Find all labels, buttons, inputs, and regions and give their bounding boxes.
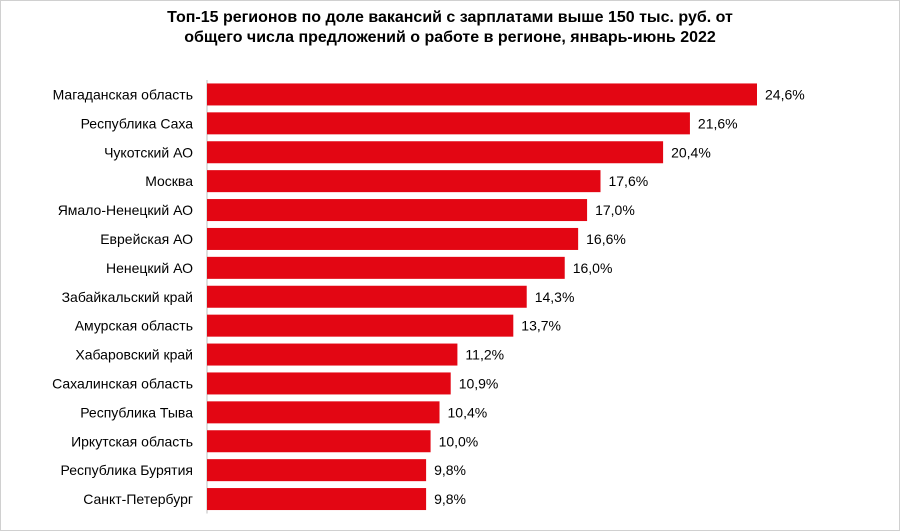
category-label-1: Магаданская область <box>53 86 193 102</box>
chart-title-line-1: Топ-15 регионов по доле вакансий с зарпл… <box>167 9 733 26</box>
bar-7 <box>207 256 565 279</box>
category-label-11: Сахалинская область <box>52 375 193 391</box>
bar-14 <box>207 459 427 482</box>
bar-12 <box>207 401 440 424</box>
bar-11 <box>207 372 451 395</box>
bar-5 <box>207 199 588 222</box>
value-label-4: 17,6% <box>608 173 648 189</box>
chart-title-line-2: общего числа предложений о работе в реги… <box>184 29 716 46</box>
value-label-15: 9,8% <box>434 491 466 507</box>
bars-group <box>207 83 757 511</box>
category-label-12: Республика Тыва <box>80 404 193 420</box>
value-label-3: 20,4% <box>671 144 711 160</box>
bar-10 <box>207 343 458 366</box>
value-label-7: 16,0% <box>573 260 613 276</box>
value-label-13: 10,0% <box>439 433 479 449</box>
value-label-14: 9,8% <box>434 462 466 478</box>
bar-6 <box>207 227 579 250</box>
category-label-6: Еврейская АО <box>100 231 193 247</box>
bar-8 <box>207 285 527 308</box>
value-label-8: 14,3% <box>535 289 575 305</box>
value-label-6: 16,6% <box>586 231 626 247</box>
value-label-9: 13,7% <box>521 318 561 334</box>
bar-2 <box>207 112 690 135</box>
value-label-1: 24,6% <box>765 86 805 102</box>
category-label-7: Ненецкий АО <box>106 260 193 276</box>
value-labels-group: 24,6% 21,6% 20,4% 17,6% 17,0% 16,6% 16,0% 14,3%… <box>434 86 805 507</box>
bar-1 <box>207 83 757 106</box>
category-labels-group: Магаданская область Республика Саха Чукотс… <box>52 86 193 507</box>
chart-title: Топ-15 регионов по доле вакансий с зарпл… <box>0 8 900 48</box>
value-label-10: 11,2% <box>465 347 504 363</box>
category-label-14: Республика Бурятия <box>61 462 193 478</box>
value-label-12: 10,4% <box>448 404 488 420</box>
category-label-4: Москва <box>145 173 193 189</box>
category-label-3: Чукотский АО <box>104 144 193 160</box>
bar-4 <box>207 170 601 193</box>
category-label-2: Республика Саха <box>81 115 194 131</box>
bar-3 <box>207 141 664 164</box>
bar-9 <box>207 314 514 337</box>
value-label-11: 10,9% <box>459 375 499 391</box>
bar-13 <box>207 430 431 453</box>
value-label-5: 17,0% <box>595 202 635 218</box>
category-label-9: Амурская область <box>75 318 193 334</box>
bar-15 <box>207 488 427 511</box>
category-label-8: Забайкальский край <box>62 289 193 305</box>
category-label-15: Санкт-Петербург <box>83 491 193 507</box>
category-label-5: Ямало-Ненецкий АО <box>58 202 193 218</box>
category-label-10: Хабаровский край <box>75 347 193 363</box>
category-label-13: Иркутская область <box>71 433 193 449</box>
value-label-2: 21,6% <box>698 115 738 131</box>
